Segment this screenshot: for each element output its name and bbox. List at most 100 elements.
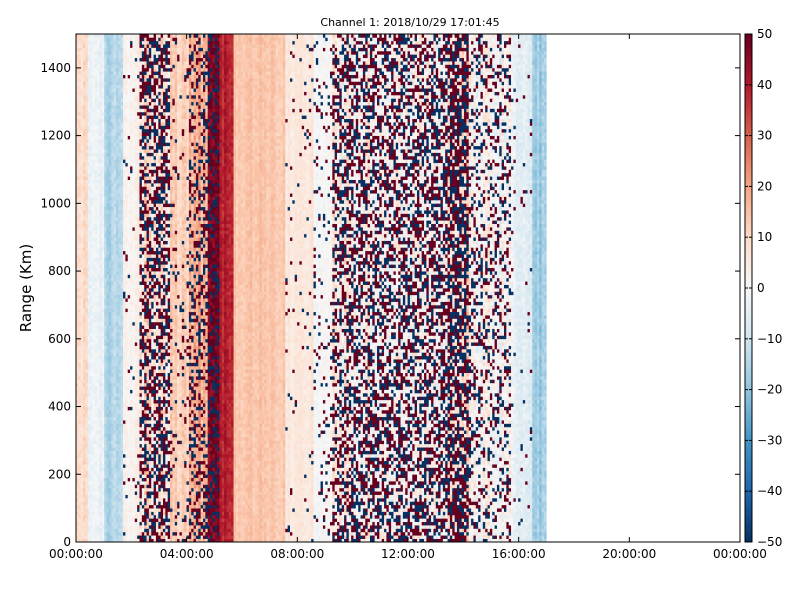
heatmap-cell xyxy=(87,186,91,191)
heatmap-cell xyxy=(120,101,124,106)
heatmap-cell xyxy=(137,128,140,133)
heatmap-cell xyxy=(144,179,147,184)
heatmap-cell xyxy=(104,105,107,109)
heatmap-cell xyxy=(87,538,91,543)
heatmap-cell xyxy=(80,460,84,465)
heatmap-cell xyxy=(90,342,93,346)
heatmap-cell xyxy=(113,135,117,140)
heatmap-cell xyxy=(144,243,147,248)
heatmap-cell xyxy=(92,325,96,329)
heatmap-cell xyxy=(141,294,145,299)
heatmap-cell xyxy=(97,521,100,526)
heatmap-cell xyxy=(85,152,89,157)
heatmap-cell xyxy=(101,240,105,245)
heatmap-cell xyxy=(94,409,98,414)
heatmap-cell xyxy=(146,57,150,62)
heatmap-cell xyxy=(90,267,93,272)
heatmap-cell xyxy=(111,61,114,65)
heatmap-cell xyxy=(130,98,133,103)
heatmap-cell xyxy=(106,301,110,306)
heatmap-cell xyxy=(132,101,136,106)
heatmap-cell xyxy=(127,288,131,292)
heatmap-cell xyxy=(151,105,154,109)
heatmap-cell xyxy=(104,98,107,103)
heatmap-cell xyxy=(127,298,131,302)
heatmap-cell xyxy=(106,152,110,157)
heatmap-cell xyxy=(99,142,103,147)
heatmap-cell xyxy=(120,169,124,174)
heatmap-cell xyxy=(146,149,150,153)
heatmap-cell xyxy=(123,325,126,329)
heatmap-cell xyxy=(139,260,143,265)
heatmap-cell xyxy=(132,477,136,482)
heatmap-cell xyxy=(148,94,152,99)
heatmap-cell xyxy=(99,64,103,69)
heatmap-cell xyxy=(111,521,114,526)
heatmap-cell xyxy=(92,260,96,265)
heatmap-cell xyxy=(123,64,126,69)
heatmap-cell xyxy=(94,247,98,252)
heatmap-cell xyxy=(151,149,154,153)
heatmap-cell xyxy=(83,369,86,374)
heatmap-cell xyxy=(99,186,103,191)
heatmap-cell xyxy=(85,37,89,42)
heatmap-cell xyxy=(132,348,136,353)
heatmap-cell xyxy=(78,132,82,136)
heatmap-cell xyxy=(101,382,105,387)
heatmap-cell xyxy=(118,332,122,336)
heatmap-cell xyxy=(101,203,105,208)
heatmap-cell xyxy=(80,321,84,326)
heatmap-cell xyxy=(125,247,129,252)
heatmap-cell xyxy=(97,213,100,218)
heatmap-cell xyxy=(113,348,117,353)
heatmap-cell xyxy=(134,413,138,418)
heatmap-cell xyxy=(83,484,86,489)
heatmap-cell xyxy=(80,447,84,451)
heatmap-cell xyxy=(104,281,107,285)
heatmap-cell xyxy=(104,497,107,502)
heatmap-cell xyxy=(139,152,143,157)
heatmap-cell xyxy=(85,237,89,241)
heatmap-cell xyxy=(108,511,112,516)
heatmap-cell xyxy=(78,426,82,431)
heatmap-cell xyxy=(108,125,112,130)
heatmap-cell xyxy=(120,254,124,258)
heatmap-cell xyxy=(118,467,122,472)
heatmap-cell xyxy=(139,413,143,418)
heatmap-cell xyxy=(148,47,152,52)
heatmap-cell xyxy=(137,318,140,323)
heatmap-cell xyxy=(125,420,129,424)
heatmap-cell xyxy=(115,37,119,42)
heatmap-cell xyxy=(123,494,126,499)
heatmap-cell xyxy=(111,484,114,489)
heatmap-cell xyxy=(92,227,96,231)
heatmap-cell xyxy=(125,257,129,262)
heatmap-cell xyxy=(106,230,110,235)
heatmap-cell xyxy=(139,359,143,363)
heatmap-cell xyxy=(85,518,89,523)
heatmap-cell xyxy=(130,220,133,225)
heatmap-cell xyxy=(99,67,103,72)
heatmap-cell xyxy=(118,369,122,374)
heatmap-cell xyxy=(139,443,143,448)
heatmap-cell xyxy=(127,44,131,48)
heatmap-cell xyxy=(101,84,105,89)
heatmap-cell xyxy=(97,111,100,116)
heatmap-cell xyxy=(99,528,103,533)
heatmap-cell xyxy=(97,271,100,275)
heatmap-cell xyxy=(80,406,84,411)
heatmap-cell xyxy=(94,47,98,52)
heatmap-cell xyxy=(94,399,98,404)
heatmap-cell xyxy=(130,169,133,174)
heatmap-cell xyxy=(99,315,103,319)
heatmap-cell xyxy=(151,254,154,258)
heatmap-cell xyxy=(90,101,93,106)
heatmap-cell xyxy=(134,518,138,523)
heatmap-cell xyxy=(101,166,105,170)
heatmap-cell xyxy=(144,504,147,509)
heatmap-cell xyxy=(137,233,140,238)
heatmap-cell xyxy=(127,450,131,455)
heatmap-cell xyxy=(87,406,91,411)
heatmap-cell xyxy=(127,460,131,465)
heatmap-cell xyxy=(76,94,79,99)
